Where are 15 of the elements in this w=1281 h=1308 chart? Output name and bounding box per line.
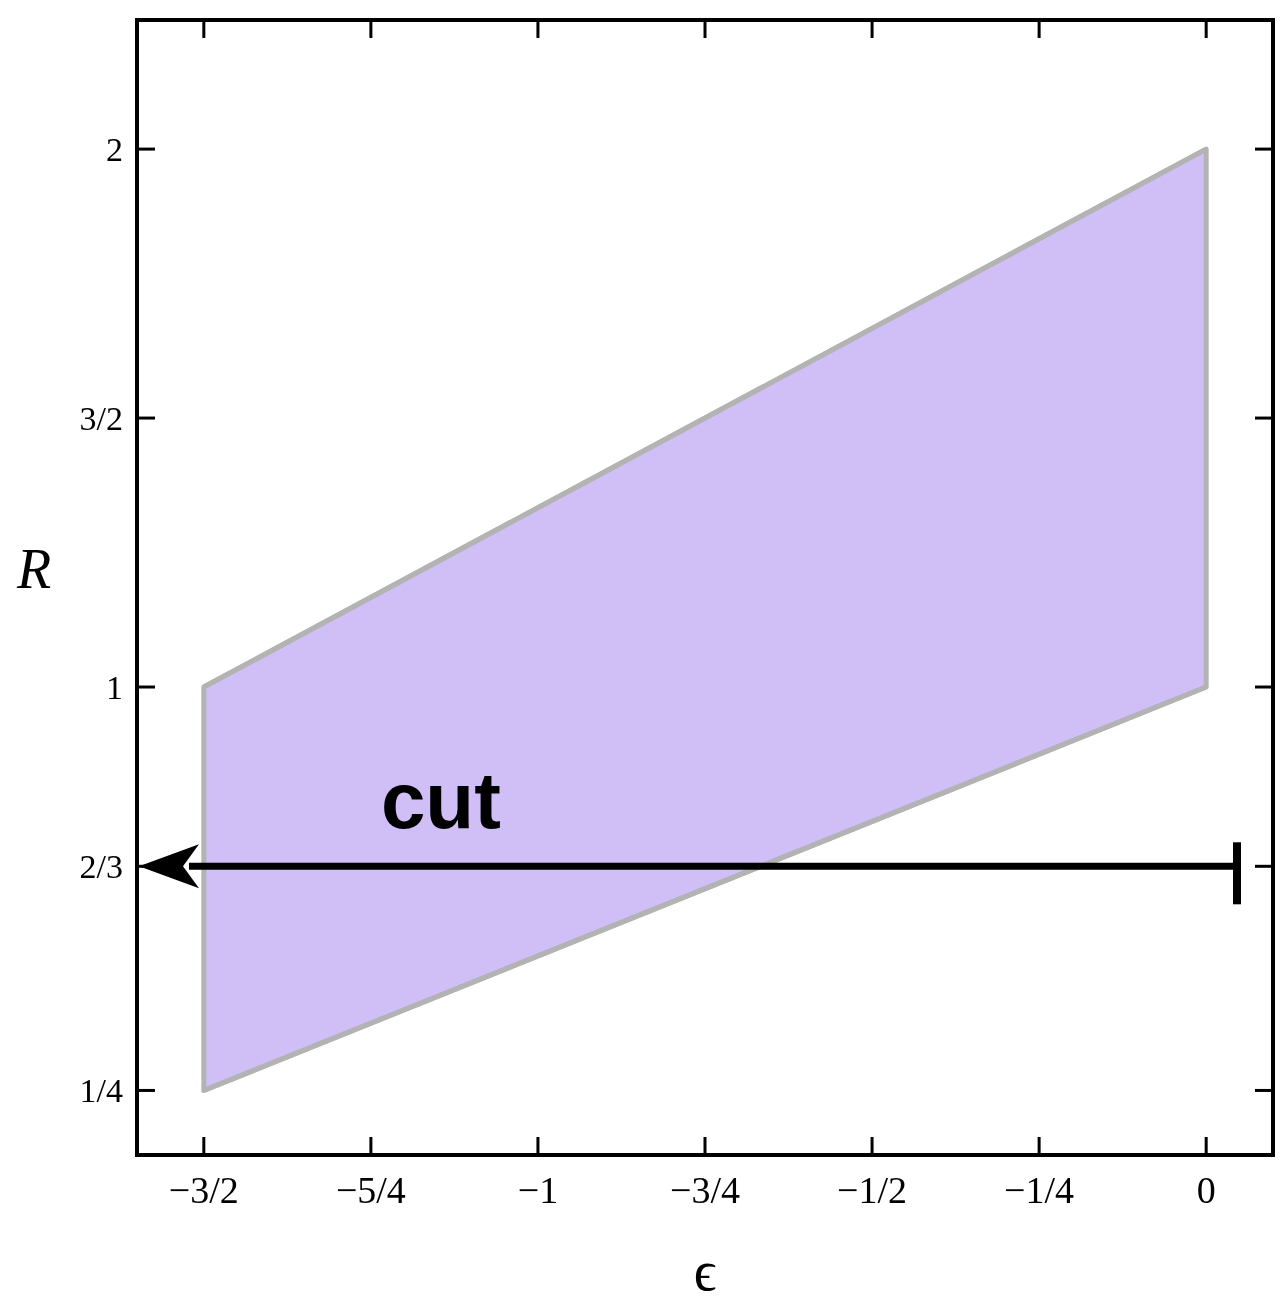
ref-line-label: cut: [380, 756, 501, 846]
x-tick-label: −1/4: [1004, 1169, 1075, 1211]
x-axis-title: ϵ: [693, 1240, 717, 1302]
y-axis-title: R: [15, 537, 52, 600]
x-tick-label: −1: [517, 1169, 559, 1211]
y-tick-label: 1/4: [79, 1072, 123, 1110]
y-tick-label: 3/2: [79, 399, 123, 437]
y-tick-label: 2/3: [79, 848, 123, 886]
y-tick-label: 2: [106, 131, 123, 168]
x-tick-label: −3/2: [168, 1169, 239, 1211]
x-tick-label: −1/2: [837, 1169, 908, 1211]
y-tick-label: 1: [106, 668, 123, 706]
x-tick-label: −3/4: [670, 1169, 740, 1211]
x-tick-label: 0: [1196, 1169, 1216, 1211]
x-tick-label: −5/4: [335, 1169, 406, 1211]
